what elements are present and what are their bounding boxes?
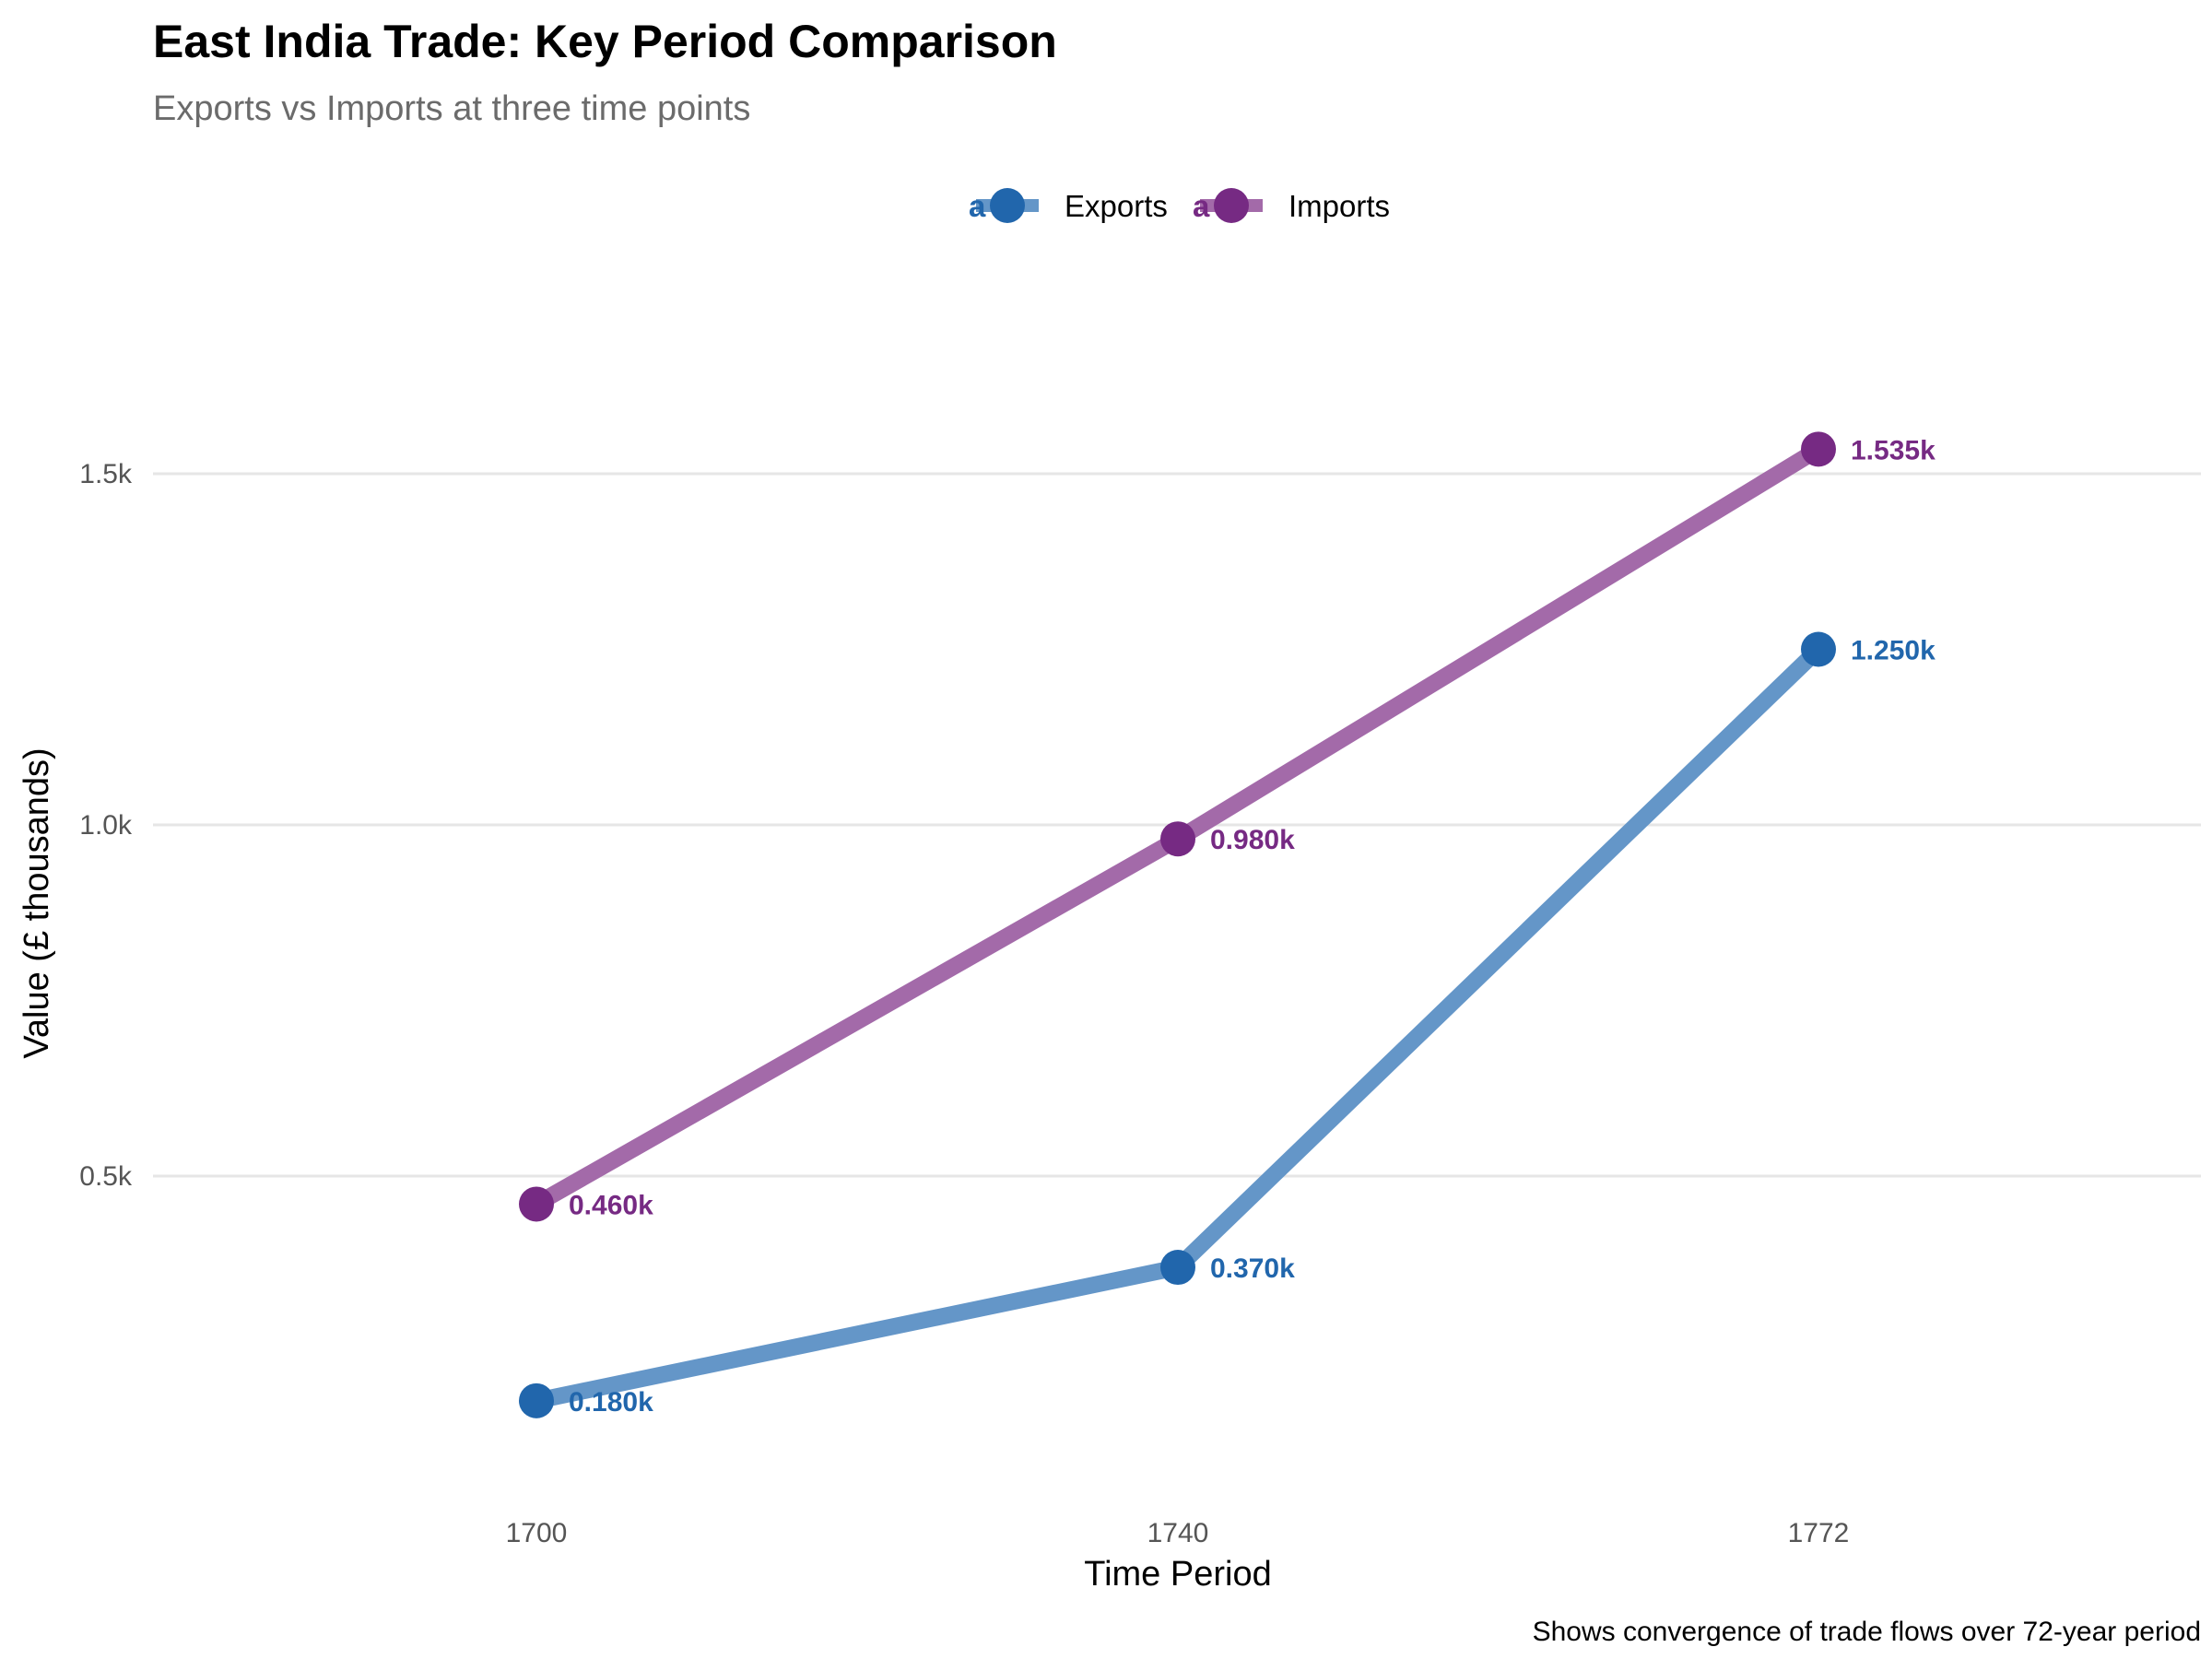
- data-label-imports: 0.460k: [569, 1190, 653, 1220]
- legend-item-exports: a Exports: [969, 188, 1168, 223]
- x-tick-label: 1772: [1788, 1518, 1850, 1548]
- data-label-imports: 0.980k: [1210, 825, 1295, 855]
- data-labels: 0.180k 0.370k 1.250k 0.460k 0.980k 1.535k: [569, 435, 1936, 1418]
- data-point-imports: [519, 1186, 554, 1222]
- data-point-exports: [1160, 1250, 1195, 1286]
- x-tick-label: 1740: [1147, 1518, 1209, 1548]
- data-label-exports: 1.250k: [1851, 636, 1936, 666]
- chart-title: East India Trade: Key Period Comparison: [153, 16, 1057, 67]
- y-axis-ticks: 0.5k 1.0k 1.5k: [79, 459, 133, 1192]
- y-tick-label: 1.5k: [79, 459, 133, 489]
- x-tick-label: 1700: [506, 1518, 568, 1548]
- data-label-exports: 0.370k: [1210, 1253, 1295, 1284]
- legend-text-key: a: [969, 189, 986, 223]
- data-point-imports: [1160, 821, 1195, 857]
- y-tick-label: 1.0k: [79, 810, 133, 841]
- data-point-imports: [1801, 431, 1836, 467]
- data-label-exports: 0.180k: [569, 1387, 653, 1418]
- y-axis-title: Value (£ thousands): [18, 747, 56, 1058]
- y-tick-label: 0.5k: [79, 1161, 133, 1192]
- series-points: [519, 431, 1836, 1418]
- legend-label: Exports: [1065, 189, 1168, 223]
- data-point-exports: [519, 1382, 554, 1418]
- x-axis-ticks: 1700 1740 1772: [506, 1518, 1850, 1548]
- data-label-imports: 1.535k: [1851, 435, 1936, 465]
- legend-point-key: [990, 188, 1025, 223]
- chart-subtitle: Exports vs Imports at three time points: [153, 89, 750, 128]
- data-point-exports: [1801, 631, 1836, 667]
- series-line-exports: [535, 643, 1825, 1409]
- x-axis-title: Time Period: [1084, 1555, 1271, 1594]
- legend-label: Imports: [1288, 189, 1390, 223]
- legend: a Exports a Imports: [969, 188, 1390, 223]
- legend-text-key: a: [1193, 189, 1210, 223]
- legend-point-key: [1214, 188, 1249, 223]
- legend-item-imports: a Imports: [1193, 188, 1390, 223]
- chart-caption: Shows convergence of trade flows over 72…: [1533, 1617, 2201, 1647]
